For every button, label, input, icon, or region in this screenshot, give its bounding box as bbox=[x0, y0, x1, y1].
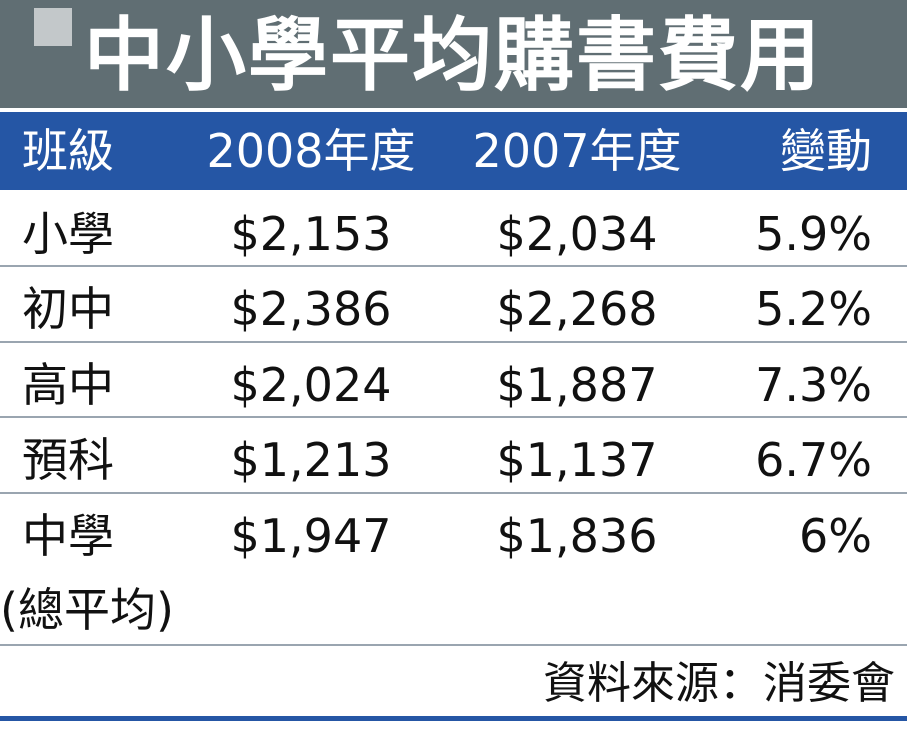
bottom-rule bbox=[0, 716, 907, 721]
row-divider bbox=[0, 492, 907, 494]
row-divider bbox=[0, 416, 907, 418]
row-change: 5.2% bbox=[755, 282, 872, 336]
row-2008: $1,947 bbox=[230, 509, 392, 563]
row-change: 7.3% bbox=[755, 358, 872, 412]
row-2008: $1,213 bbox=[230, 433, 392, 487]
row-label: 小學 bbox=[22, 207, 114, 261]
row-change: 6.7% bbox=[755, 433, 872, 487]
row-label: 初中 bbox=[22, 282, 114, 336]
row-change: 5.9% bbox=[755, 207, 872, 261]
title-square-icon bbox=[34, 8, 72, 46]
row-divider bbox=[0, 644, 907, 646]
header-class: 班級 bbox=[22, 124, 114, 178]
row-2007: $1,836 bbox=[496, 509, 658, 563]
row-2007: $1,887 bbox=[496, 358, 658, 412]
row-label: 中學 bbox=[22, 509, 114, 563]
header-2008: 2008年度 bbox=[206, 124, 416, 178]
header-change: 變動 bbox=[780, 124, 872, 178]
header-2007: 2007年度 bbox=[472, 124, 682, 178]
table-header: 班級 2008年度 2007年度 變動 bbox=[0, 112, 907, 190]
row-2008: $2,153 bbox=[230, 207, 392, 261]
row-2007: $2,268 bbox=[496, 282, 658, 336]
row-divider bbox=[0, 341, 907, 343]
row-2008: $2,386 bbox=[230, 282, 392, 336]
row-label: 高中 bbox=[22, 358, 114, 412]
page-title: 中小學平均購書費用 bbox=[84, 9, 822, 102]
source-note: 資料來源：消委會 bbox=[543, 658, 895, 709]
row-label: 預科 bbox=[22, 433, 114, 487]
row-change: 6% bbox=[799, 509, 872, 563]
title-bar: 中小學平均購書費用 bbox=[0, 0, 907, 108]
row-label-continuation: (總平均) bbox=[0, 583, 174, 637]
row-divider bbox=[0, 265, 907, 267]
row-2008: $2,024 bbox=[230, 358, 392, 412]
row-2007: $1,137 bbox=[496, 433, 658, 487]
row-2007: $2,034 bbox=[496, 207, 658, 261]
